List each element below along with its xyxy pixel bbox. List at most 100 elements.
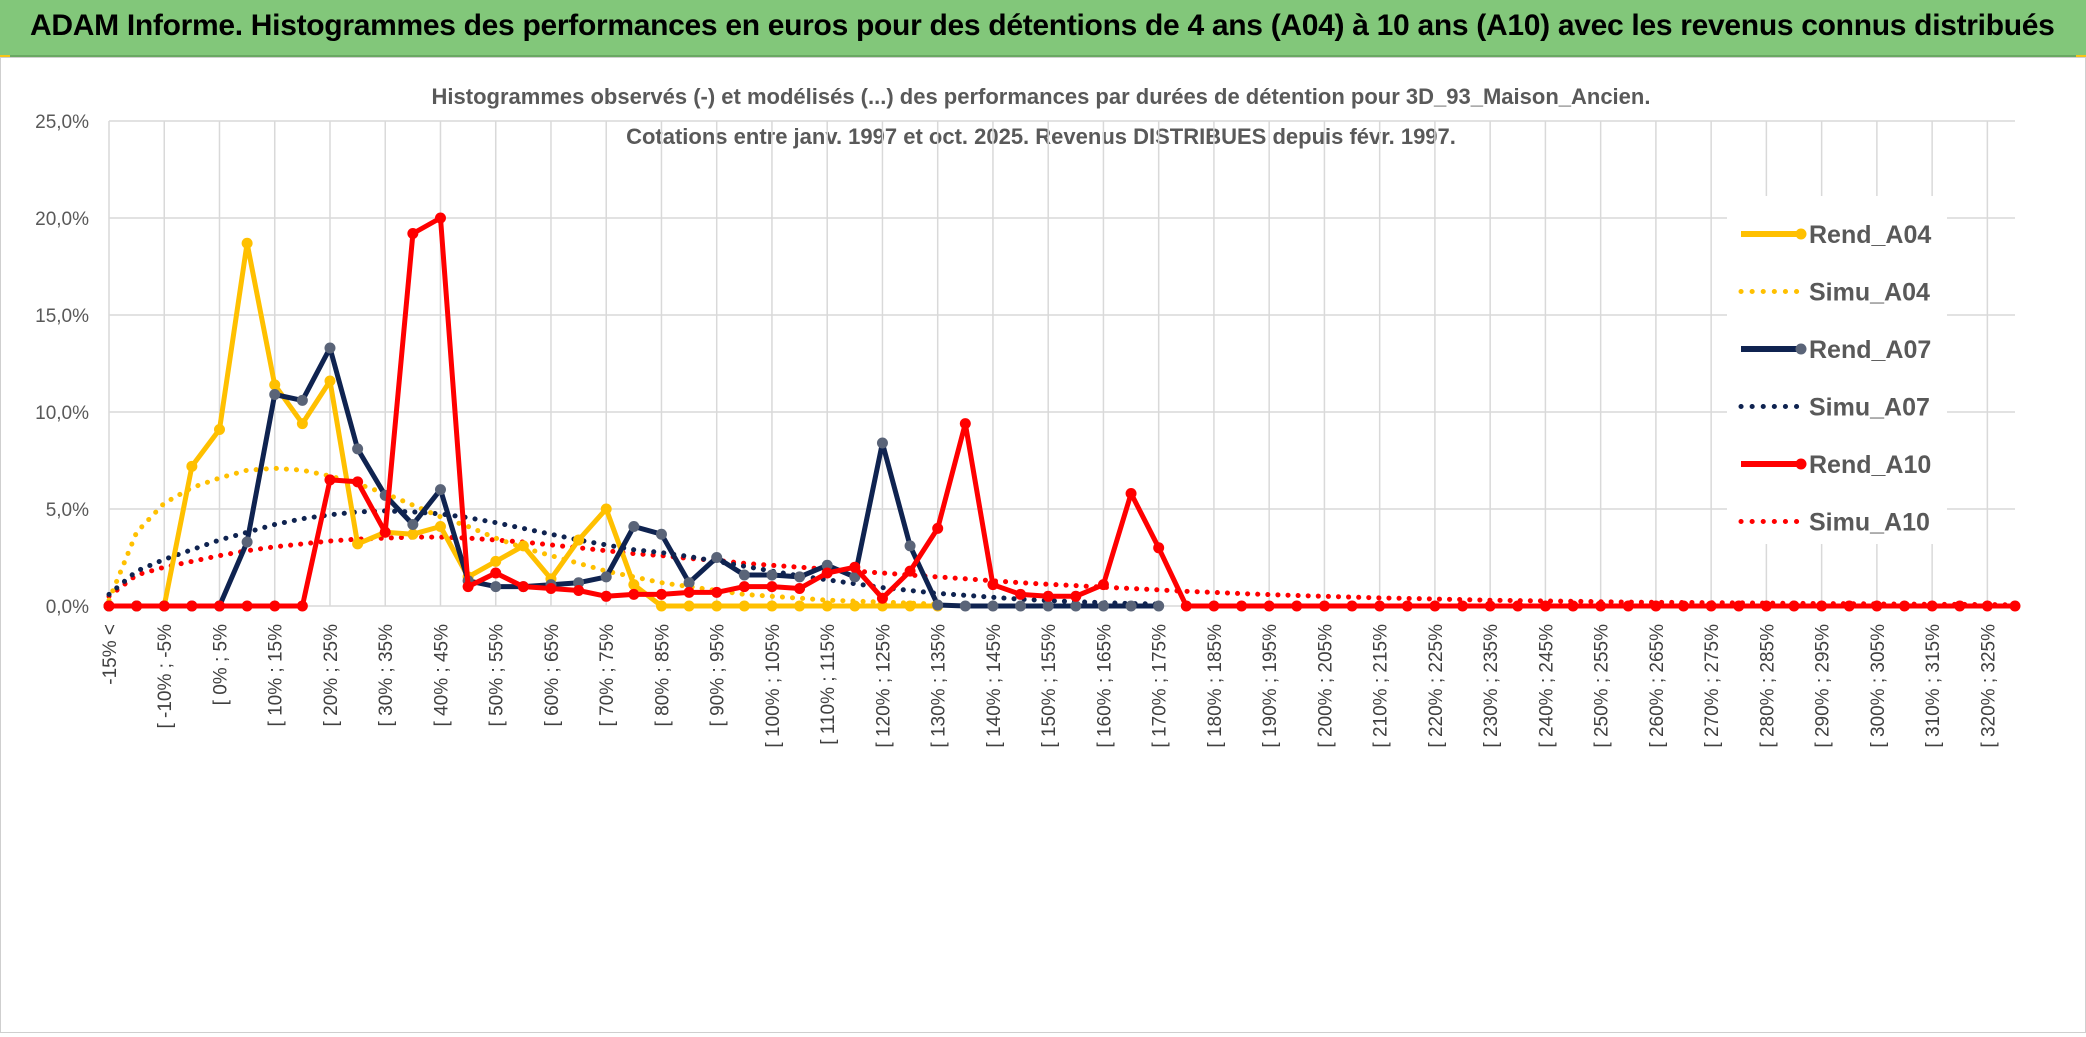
data-point: [738, 581, 750, 593]
data-point: [1097, 579, 1109, 591]
x-tick-label: [ 30% ; 35%: [376, 624, 397, 727]
x-tick-label: [ 150% ; 155%: [1039, 624, 1060, 748]
data-point: [849, 600, 861, 612]
data-point: [987, 600, 999, 612]
histogram-chart: Histogrammes observés (-) et modélisés (…: [1, 58, 2085, 1032]
data-point: [573, 584, 585, 596]
x-tick-label: [ 90% ; 95%: [708, 624, 729, 727]
x-tick-label: [ 300% ; 305%: [1868, 624, 1889, 748]
series-line: [109, 215, 2015, 609]
data-point: [1788, 600, 1800, 612]
series-rend-a07: [103, 342, 1165, 612]
data-point: [1926, 600, 1938, 612]
data-point: [904, 600, 916, 612]
series-layer: [103, 212, 2021, 612]
x-tick-label: [ 270% ; 275%: [1702, 624, 1723, 748]
data-point: [296, 418, 308, 430]
x-tick-label: [ 40% ; 45%: [431, 624, 452, 727]
data-point: [2009, 600, 2021, 612]
data-point: [904, 565, 916, 577]
data-point: [545, 583, 557, 595]
y-tick-label: 25,0%: [35, 112, 89, 133]
x-tick-label: [ 70% ; 75%: [597, 624, 618, 727]
data-point: [1429, 600, 1441, 612]
x-tick-label: [ 60% ; 65%: [542, 624, 563, 727]
data-point: [1871, 600, 1883, 612]
data-point: [1374, 600, 1386, 612]
data-point: [269, 389, 281, 401]
data-point: [1981, 600, 1993, 612]
data-point: [1539, 600, 1551, 612]
x-tick-label: [ 80% ; 85%: [652, 624, 673, 727]
data-point: [1346, 600, 1358, 612]
data-point: [241, 237, 253, 249]
data-point: [738, 569, 750, 581]
data-point: [434, 484, 446, 496]
data-point: [1401, 600, 1413, 612]
data-point: [1650, 600, 1662, 612]
data-point: [628, 579, 640, 591]
data-point: [1125, 487, 1137, 499]
series-line: [106, 508, 1162, 607]
x-tick-label: -15% <: [100, 624, 121, 685]
data-point: [213, 423, 225, 435]
x-tick-label: [ 130% ; 135%: [929, 624, 950, 748]
data-point: [269, 600, 281, 612]
legend-item-simu-a07: Simu_A07: [1738, 394, 1930, 422]
data-point: [683, 586, 695, 598]
data-point: [296, 394, 308, 406]
data-point: [103, 600, 115, 612]
data-point: [821, 600, 833, 612]
legend-item-simu-a10: Simu_A10: [1738, 509, 1930, 537]
data-point: [352, 443, 364, 455]
data-point: [987, 579, 999, 591]
legend-item-rend-a10: Rend_A10: [1741, 451, 1931, 479]
data-point: [794, 583, 806, 595]
data-point: [1042, 590, 1054, 602]
data-point: [932, 522, 944, 534]
data-point: [1899, 600, 1911, 612]
data-point: [794, 571, 806, 583]
data-point: [738, 600, 750, 612]
data-point: [1208, 600, 1220, 612]
data-point: [1180, 600, 1192, 612]
y-tick-label: 10,0%: [35, 403, 89, 424]
data-point: [1070, 590, 1082, 602]
data-point: [849, 571, 861, 583]
x-tick-label: [ 170% ; 175%: [1150, 624, 1171, 748]
x-tick-label: [ 0% ; 5%: [210, 624, 231, 705]
x-tick-label: [ 210% ; 215%: [1371, 624, 1392, 748]
data-point: [1097, 600, 1109, 612]
data-point: [1567, 600, 1579, 612]
x-axis-ticks: -15% < [ -10% ; -5% [ 0% ; 5% [ 10% ; 15% [ …: [100, 624, 1999, 748]
y-axis-ticks: 0,0% 5,0% 10,0% 15,0% 20,0% 25,0%: [35, 112, 89, 618]
x-tick-label: [ 110% ; 115%: [818, 624, 839, 745]
data-point: [1236, 600, 1248, 612]
data-point: [711, 600, 723, 612]
legend-label: Simu_A10: [1809, 509, 1930, 537]
data-point: [573, 577, 585, 589]
data-point: [628, 588, 640, 600]
data-point: [490, 567, 502, 579]
data-point: [711, 586, 723, 598]
data-point: [600, 590, 612, 602]
report-banner: ADAM Informe. Histogrammes des performan…: [0, 0, 2086, 57]
y-tick-label: 15,0%: [35, 306, 89, 327]
x-tick-label: [ 200% ; 205%: [1315, 624, 1336, 748]
data-point: [876, 600, 888, 612]
legend-label: Rend_A10: [1809, 451, 1931, 479]
data-point: [1622, 600, 1634, 612]
x-tick-label: [ 180% ; 185%: [1205, 624, 1226, 748]
data-point: [849, 561, 861, 573]
data-point: [296, 600, 308, 612]
data-point: [352, 476, 364, 488]
report-title: ADAM Informe. Histogrammes des performan…: [30, 9, 2055, 42]
data-point: [766, 581, 778, 593]
data-point: [683, 600, 695, 612]
data-point: [1153, 542, 1165, 554]
x-tick-label: [ 140% ; 145%: [984, 624, 1005, 748]
x-tick-label: [ 320% ; 325%: [1978, 624, 1999, 748]
x-tick-label: [ 240% ; 245%: [1536, 624, 1557, 748]
x-tick-label: [ 280% ; 285%: [1757, 624, 1778, 748]
x-tick-label: [ 10% ; 15%: [266, 624, 287, 727]
